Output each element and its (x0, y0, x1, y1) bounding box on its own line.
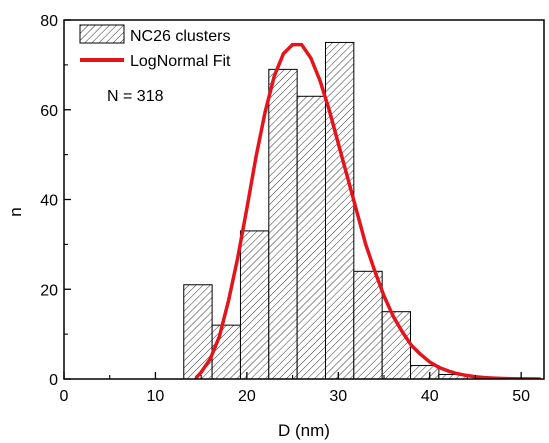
y-tick-label: 0 (49, 372, 58, 389)
x-tick-label: 50 (512, 388, 530, 405)
y-axis-title: n (6, 207, 25, 216)
y-tick-label: 80 (40, 13, 58, 30)
fit-curve-group (194, 42, 542, 379)
x-tick-label: 40 (421, 388, 439, 405)
legend-swatch-histogram (79, 24, 125, 44)
legend: NC26 clusters LogNormal Fit N = 318 (79, 24, 231, 105)
fit-curve (194, 42, 542, 379)
histogram-bars (183, 41, 468, 380)
histogram-bar (296, 95, 326, 380)
legend-label-fit: LogNormal Fit (130, 53, 231, 70)
y-tick-label: 60 (40, 103, 58, 120)
y-tick-label: 20 (40, 282, 58, 299)
y-tick-label: 40 (40, 193, 58, 210)
x-tick-label: 20 (238, 388, 256, 405)
x-tick-label: 30 (329, 388, 347, 405)
sample-count-annotation: N = 318 (107, 88, 164, 105)
x-axis-ticks: 0 10 20 30 40 50 (60, 372, 530, 405)
histogram-bar (239, 230, 270, 380)
histogram-bar (324, 41, 355, 380)
x-tick-label: 0 (60, 388, 69, 405)
y-axis-ticks: 0 20 40 60 80 (40, 13, 71, 389)
histogram-bar (211, 324, 241, 380)
x-tick-label: 10 (147, 388, 165, 405)
histogram-bar (410, 365, 440, 380)
legend-label-histogram: NC26 clusters (130, 28, 230, 45)
histogram-bar (268, 68, 298, 380)
x-axis-title: D (nm) (278, 421, 330, 440)
histogram-bar (353, 270, 383, 380)
